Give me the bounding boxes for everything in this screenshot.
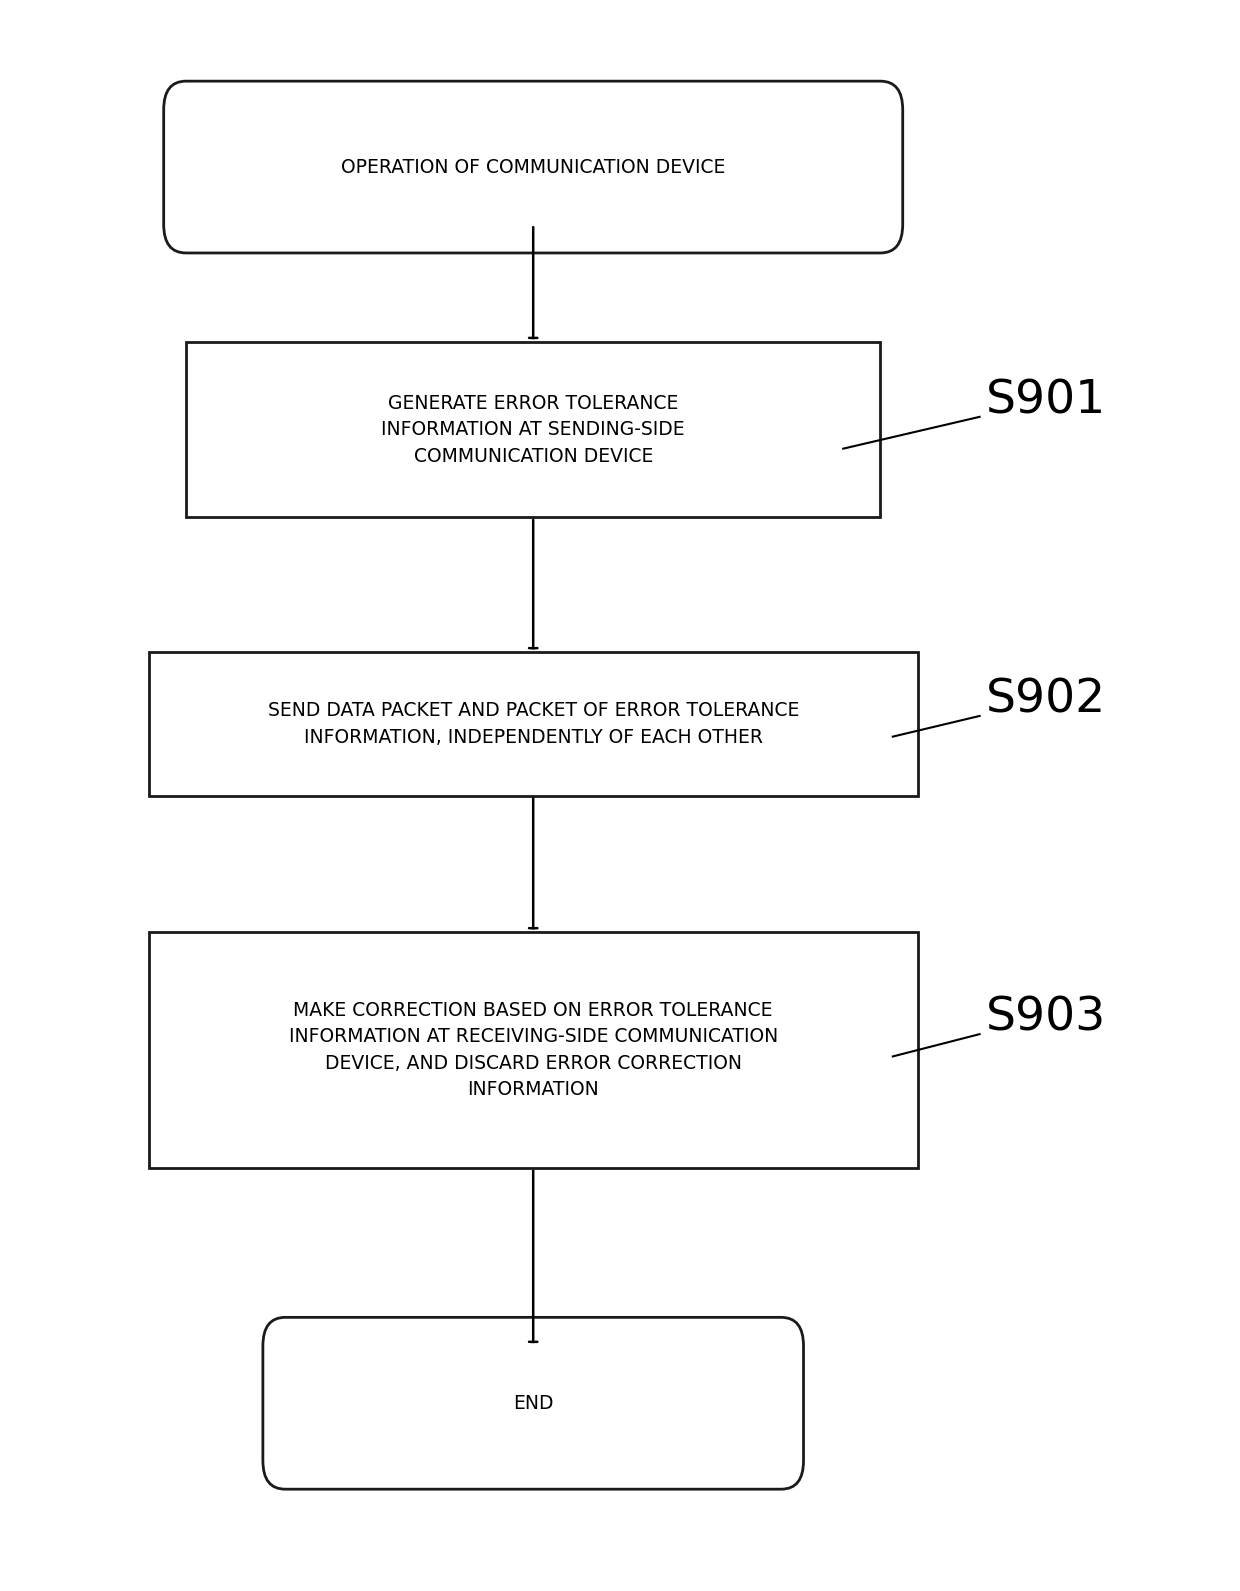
Text: S903: S903 (986, 996, 1106, 1041)
FancyBboxPatch shape (149, 652, 918, 796)
FancyBboxPatch shape (263, 1317, 804, 1489)
FancyBboxPatch shape (164, 81, 903, 253)
FancyBboxPatch shape (186, 342, 880, 517)
Text: SEND DATA PACKET AND PACKET OF ERROR TOLERANCE
INFORMATION, INDEPENDENTLY OF EAC: SEND DATA PACKET AND PACKET OF ERROR TOL… (268, 702, 799, 746)
Text: S902: S902 (986, 678, 1106, 722)
Text: END: END (513, 1394, 553, 1413)
Text: MAKE CORRECTION BASED ON ERROR TOLERANCE
INFORMATION AT RECEIVING-SIDE COMMUNICA: MAKE CORRECTION BASED ON ERROR TOLERANCE… (289, 1001, 777, 1099)
Text: OPERATION OF COMMUNICATION DEVICE: OPERATION OF COMMUNICATION DEVICE (341, 158, 725, 177)
Text: GENERATE ERROR TOLERANCE
INFORMATION AT SENDING-SIDE
COMMUNICATION DEVICE: GENERATE ERROR TOLERANCE INFORMATION AT … (382, 393, 684, 466)
FancyBboxPatch shape (149, 932, 918, 1168)
Text: S901: S901 (986, 379, 1106, 423)
